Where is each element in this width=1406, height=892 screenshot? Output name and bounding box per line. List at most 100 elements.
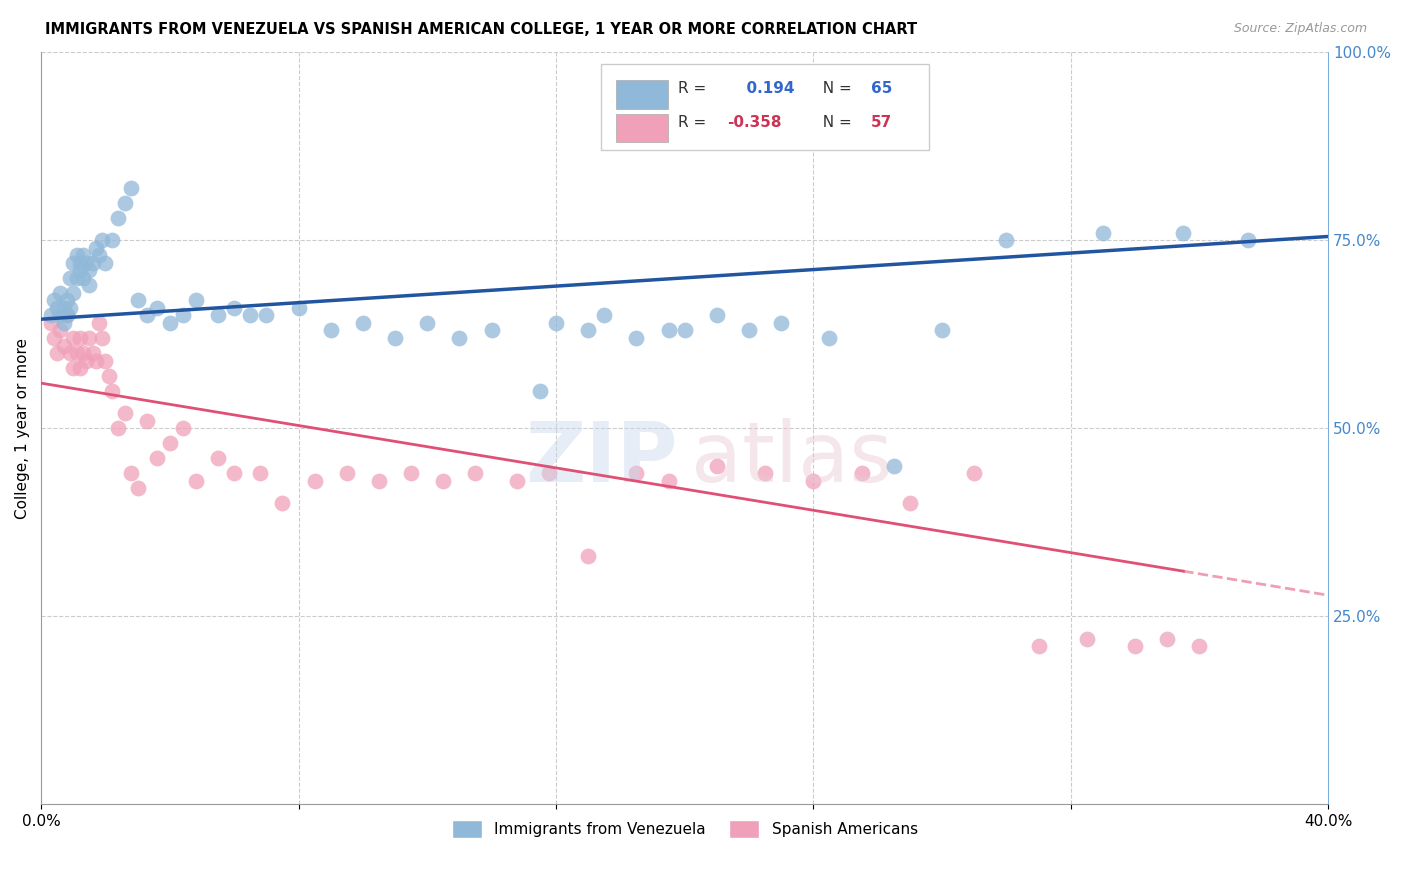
Point [271, 496, 294, 510]
Point [59, 346, 82, 360]
Point [65, 270, 87, 285]
Point [506, 474, 529, 488]
Point [319, 324, 342, 338]
Point [224, 467, 246, 481]
Point [91, 331, 114, 345]
Point [59, 270, 82, 285]
Point [127, 482, 149, 496]
Point [481, 324, 503, 338]
Point [770, 316, 793, 330]
Point [184, 293, 207, 308]
Text: IMMIGRANTS FROM VENEZUELA VS SPANISH AMERICAN COLLEGE, 1 YEAR OR MORE CORRELATIO: IMMIGRANTS FROM VENEZUELA VS SPANISH AME… [45, 22, 917, 37]
Point [62, 256, 84, 270]
Point [101, 233, 124, 247]
Point [82, 256, 104, 270]
Point [1091, 226, 1114, 240]
Point [224, 301, 246, 315]
Point [39, 316, 62, 330]
Text: ZIP: ZIP [526, 417, 678, 499]
Point [79, 331, 101, 345]
Point [626, 331, 648, 345]
Text: atlas: atlas [692, 417, 893, 499]
Point [576, 324, 599, 338]
Point [79, 278, 101, 293]
Point [352, 316, 374, 330]
Point [56, 309, 79, 323]
Point [538, 467, 561, 481]
Point [136, 414, 159, 428]
Point [432, 474, 454, 488]
Point [626, 467, 648, 481]
Point [995, 233, 1018, 247]
Point [120, 467, 142, 481]
Point [62, 331, 84, 345]
Text: N =: N = [813, 81, 856, 95]
Point [883, 458, 905, 473]
Point [146, 301, 169, 315]
Point [114, 195, 136, 210]
Point [159, 316, 181, 330]
Point [287, 301, 309, 315]
Point [69, 361, 91, 376]
Point [46, 301, 69, 315]
Point [368, 474, 391, 488]
Point [416, 316, 439, 330]
Point [336, 467, 359, 481]
Point [114, 406, 136, 420]
Text: R =: R = [678, 115, 711, 129]
Point [49, 324, 72, 338]
Point [56, 309, 79, 323]
Point [52, 338, 75, 352]
Point [159, 436, 181, 450]
Point [1188, 640, 1211, 654]
Point [49, 285, 72, 300]
Point [898, 496, 921, 510]
Point [39, 309, 62, 323]
Point [184, 474, 207, 488]
Point [72, 248, 94, 262]
Point [82, 346, 104, 360]
Point [97, 368, 120, 383]
Point [62, 285, 84, 300]
Point [1028, 640, 1050, 654]
Text: -0.358: -0.358 [727, 115, 782, 129]
Point [399, 467, 422, 481]
Point [754, 467, 776, 481]
Point [136, 309, 159, 323]
Point [56, 293, 79, 308]
Text: R =: R = [678, 81, 711, 95]
Point [52, 316, 75, 330]
Point [72, 270, 94, 285]
Point [851, 467, 873, 481]
Point [239, 309, 262, 323]
Point [120, 180, 142, 194]
Point [304, 474, 326, 488]
Point [657, 324, 679, 338]
Text: Source: ZipAtlas.com: Source: ZipAtlas.com [1233, 22, 1367, 36]
Point [172, 421, 194, 435]
Point [576, 549, 599, 563]
Point [1173, 226, 1195, 240]
Point [87, 316, 110, 330]
Point [706, 309, 728, 323]
Point [249, 467, 271, 481]
Text: 0.194: 0.194 [737, 81, 794, 95]
Point [75, 353, 97, 368]
Point [1076, 632, 1098, 646]
Point [42, 293, 65, 308]
Point [673, 324, 696, 338]
Point [254, 309, 277, 323]
Point [84, 353, 107, 368]
Point [127, 293, 149, 308]
Point [172, 309, 194, 323]
Point [657, 474, 679, 488]
Point [69, 263, 91, 277]
Point [94, 256, 117, 270]
Point [75, 256, 97, 270]
Point [107, 421, 129, 435]
Legend: Immigrants from Venezuela, Spanish Americans: Immigrants from Venezuela, Spanish Ameri… [444, 813, 925, 846]
Point [69, 256, 91, 270]
Point [69, 331, 91, 345]
FancyBboxPatch shape [616, 80, 668, 109]
Point [46, 346, 69, 360]
